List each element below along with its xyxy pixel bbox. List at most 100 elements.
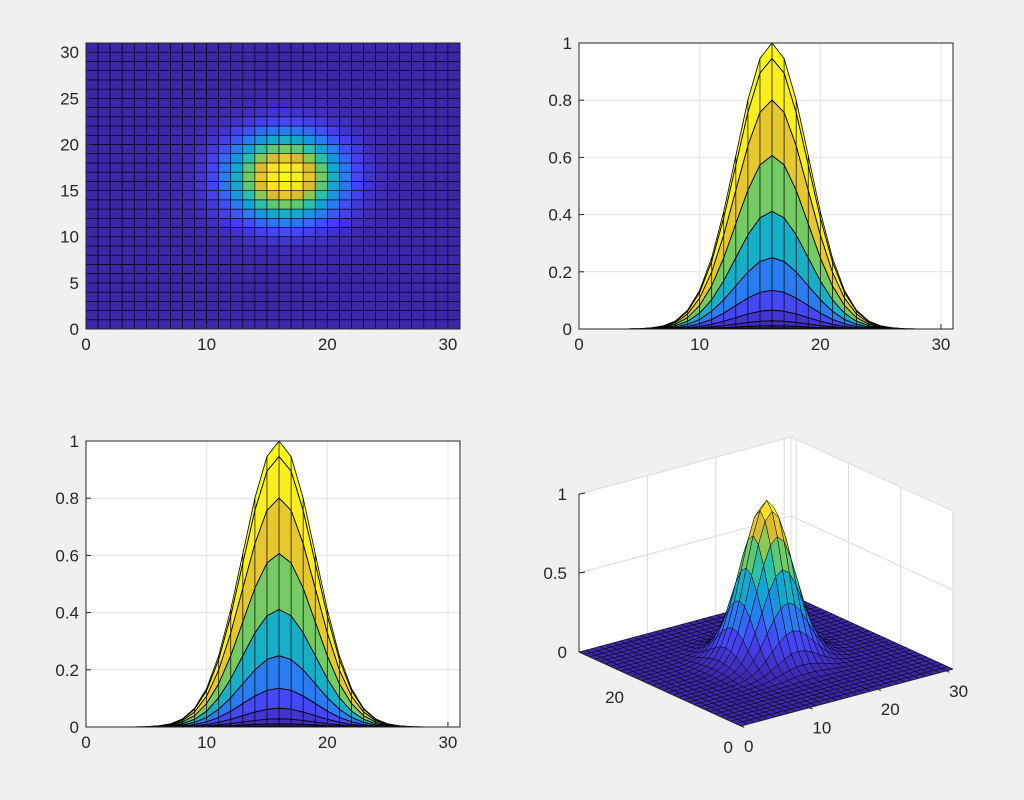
heatmap-cell xyxy=(97,282,111,293)
heatmap-cell xyxy=(387,181,400,191)
heatmap-cell xyxy=(339,254,352,265)
heatmap-cell xyxy=(375,42,388,53)
heatmap-cell xyxy=(435,116,449,127)
heatmap-cell xyxy=(278,42,292,53)
heatmap-cell xyxy=(121,51,135,62)
heatmap-cell xyxy=(242,236,256,247)
heatmap-cell xyxy=(109,217,123,228)
heatmap-cell xyxy=(242,291,256,302)
heatmap-cell xyxy=(266,254,280,265)
heatmap-cell xyxy=(242,245,256,256)
heatmap-cell xyxy=(133,208,147,219)
heatmap-cell xyxy=(278,190,292,201)
heatmap-cell xyxy=(351,282,364,293)
heatmap-cell xyxy=(375,310,388,321)
heatmap-cell xyxy=(85,264,99,274)
heatmap-cell xyxy=(266,217,280,228)
heatmap-cell xyxy=(387,273,400,284)
heatmap-cell xyxy=(302,208,316,219)
heatmap-cell xyxy=(387,51,400,62)
heatmap-cell xyxy=(109,70,123,81)
heatmap-cell xyxy=(363,208,376,219)
heatmap-cell xyxy=(314,254,328,265)
heatmap-cell xyxy=(121,236,135,247)
heatmap-cell xyxy=(399,153,413,164)
heatmap-cell xyxy=(254,217,268,228)
heatmap-cell xyxy=(375,181,388,191)
x-tick xyxy=(809,707,813,710)
heatmap-cell xyxy=(339,190,352,201)
heatmap-cell xyxy=(411,273,425,284)
heatmap-cell xyxy=(206,51,220,62)
heatmap-cell xyxy=(194,42,207,53)
heatmap-cell xyxy=(339,301,352,311)
heatmap-cell xyxy=(435,61,449,71)
heatmap-cell xyxy=(266,51,280,62)
heatmap-cell xyxy=(375,236,388,247)
heatmap-cell xyxy=(158,116,171,127)
heatmap-cell xyxy=(326,181,340,191)
x-tick-label: 30 xyxy=(931,335,950,354)
heatmap-cell xyxy=(423,236,437,247)
x-tick xyxy=(945,670,950,673)
heatmap-cell xyxy=(387,116,400,127)
surface-band xyxy=(86,723,460,727)
surface-band xyxy=(86,688,460,727)
heatmap-cell xyxy=(363,98,376,108)
heatmap-cell xyxy=(387,88,400,99)
heatmap-cell xyxy=(399,98,413,108)
heatmap-cell xyxy=(97,273,111,284)
heatmap-cell xyxy=(254,116,268,127)
x-tick-label: 10 xyxy=(197,335,216,354)
heatmap-cell xyxy=(230,88,244,99)
heatmap-cell xyxy=(170,254,183,265)
heatmap-cell xyxy=(194,254,207,265)
heatmap-cell xyxy=(423,61,437,71)
heatmap-cell xyxy=(182,98,195,108)
heatmap-cell xyxy=(375,245,388,256)
heatmap-cell xyxy=(447,88,461,99)
heatmap-cell xyxy=(170,291,183,302)
heatmap-cell xyxy=(158,245,171,256)
heatmap-cell xyxy=(254,70,268,81)
heatmap-cell xyxy=(302,61,316,71)
heatmap-cell xyxy=(97,61,111,71)
heatmap-cell xyxy=(254,199,268,210)
heatmap-cell xyxy=(375,116,388,127)
heatmap-cell xyxy=(302,171,316,182)
heatmap-cell xyxy=(158,181,171,191)
heatmap-cell xyxy=(363,217,376,228)
heatmap-cell xyxy=(218,116,232,127)
surface-band xyxy=(579,310,953,329)
heatmap-cell xyxy=(290,227,304,238)
heatmap-cell xyxy=(302,134,316,145)
heatmap-cell xyxy=(387,199,400,210)
heatmap-cell xyxy=(194,245,207,256)
heatmap-cell xyxy=(447,236,461,247)
heatmap-cell xyxy=(266,208,280,219)
heatmap-cell xyxy=(242,254,256,265)
heatmap-cell xyxy=(339,42,352,53)
heatmap-cell xyxy=(254,264,268,274)
heatmap-cell xyxy=(314,107,328,118)
heatmap-cell xyxy=(411,227,425,238)
heatmap-cell xyxy=(447,98,461,108)
heatmap-cell xyxy=(121,227,135,238)
heatmap-cell xyxy=(339,79,352,90)
heatmap-cell xyxy=(411,208,425,219)
heatmap-cell xyxy=(447,264,461,274)
heatmap-cell xyxy=(363,245,376,256)
heatmap-cell xyxy=(85,162,99,173)
heatmap-cell xyxy=(399,291,413,302)
heatmap-cell xyxy=(182,273,195,284)
heatmap-cell xyxy=(351,98,364,108)
heatmap-cell xyxy=(423,208,437,219)
heatmap-cell xyxy=(230,273,244,284)
x-tick xyxy=(877,688,882,692)
heatmap-cell xyxy=(133,217,147,228)
heatmap-cell xyxy=(399,107,413,118)
heatmap-cell xyxy=(182,236,195,247)
heatmap-cell xyxy=(375,301,388,311)
x-tick-label: 20 xyxy=(811,335,830,354)
heatmap-cell xyxy=(435,162,449,173)
